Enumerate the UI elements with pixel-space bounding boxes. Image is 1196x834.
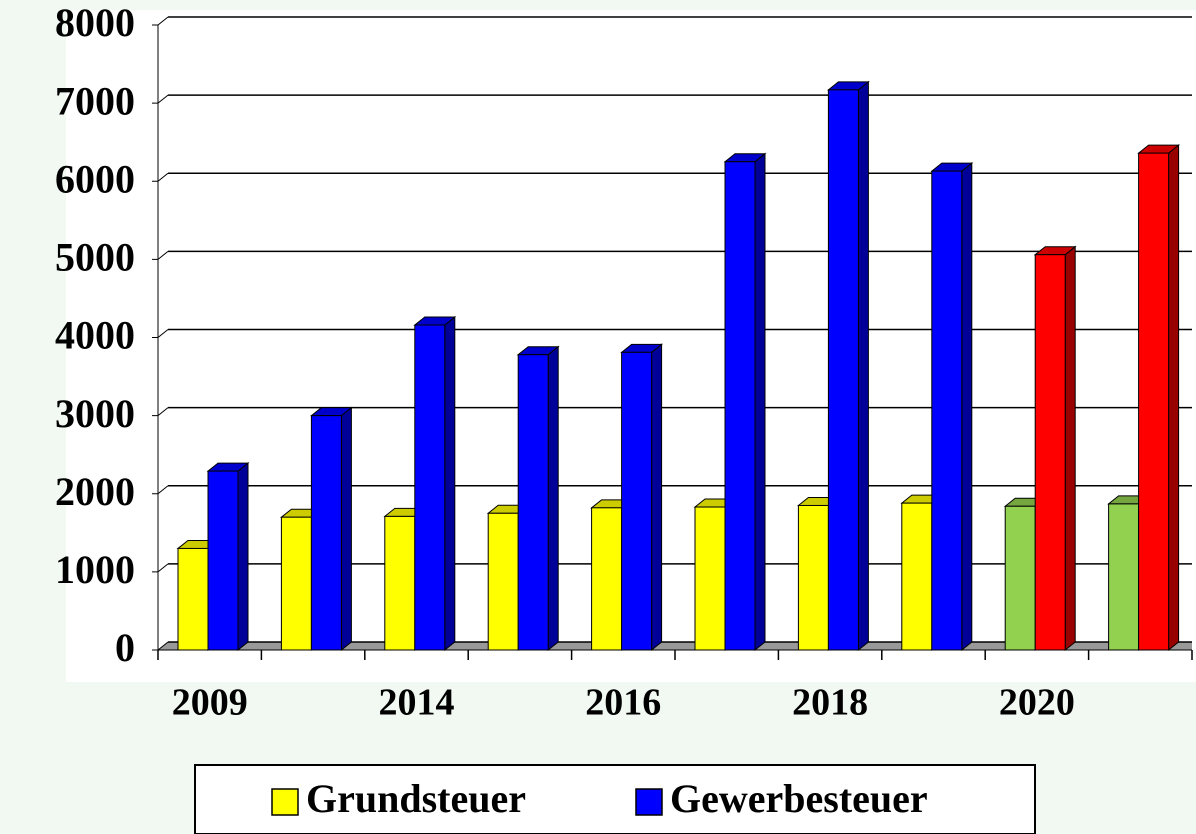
- bar: [827, 89, 859, 651]
- bar: [591, 507, 623, 651]
- bar: [901, 502, 933, 651]
- bar: [1108, 503, 1140, 651]
- legend-box: [194, 764, 1036, 834]
- y-tick-label: 0: [115, 625, 135, 670]
- bar: [931, 170, 963, 651]
- grid-line-depth: [157, 16, 169, 26]
- x-tick-label: 2009: [172, 682, 248, 724]
- bar: [177, 547, 209, 651]
- grid-line-depth: [157, 94, 169, 104]
- bar-side: [444, 315, 456, 652]
- bar: [694, 506, 726, 651]
- grid-line-depth: [157, 641, 169, 651]
- grid-line-depth: [157, 407, 169, 417]
- bar: [621, 351, 653, 651]
- y-tick-label: 1000: [55, 547, 135, 592]
- y-tick-label: 2000: [55, 469, 135, 514]
- bar-side: [547, 345, 559, 652]
- bar: [1034, 254, 1066, 651]
- bar-side: [857, 80, 869, 652]
- bar: [487, 512, 519, 651]
- x-tick-label: 2016: [585, 682, 661, 724]
- bar: [384, 515, 416, 651]
- y-tick-label: 3000: [55, 391, 135, 436]
- bar: [207, 470, 239, 651]
- bar-side: [754, 152, 766, 652]
- legend-swatch: [271, 788, 299, 816]
- x-tick-label: 2018: [792, 682, 868, 724]
- x-tick-label: 2020: [999, 682, 1075, 724]
- bar-side: [961, 162, 973, 652]
- bar: [280, 516, 312, 651]
- grid-line-depth: [157, 329, 169, 338]
- bar-side: [1064, 245, 1076, 652]
- grid-line-depth: [157, 485, 169, 495]
- grid-line-depth: [157, 563, 169, 573]
- grid-line-depth: [157, 172, 169, 182]
- y-tick-label: 8000: [55, 0, 135, 45]
- y-tick-label: 5000: [55, 235, 135, 280]
- bar-side: [1168, 144, 1180, 652]
- y-tick-label: 4000: [55, 313, 135, 358]
- grid-line-depth: [157, 250, 169, 260]
- legend-label: Gewerbesteuer: [670, 776, 928, 821]
- legend-swatch: [635, 788, 663, 816]
- bar: [414, 324, 446, 651]
- bar: [310, 415, 342, 651]
- x-tick-label: 2014: [379, 682, 455, 724]
- bar: [517, 354, 549, 651]
- y-tick-label: 6000: [55, 156, 135, 201]
- y-tick-label: 7000: [55, 78, 135, 123]
- bar: [1138, 152, 1170, 651]
- legend-label: Grundsteuer: [306, 776, 526, 821]
- bar: [797, 504, 829, 651]
- bar-side: [651, 343, 663, 652]
- bar: [1004, 505, 1036, 651]
- bar: [724, 161, 756, 651]
- bar-side: [340, 406, 352, 652]
- bar-side: [237, 462, 249, 652]
